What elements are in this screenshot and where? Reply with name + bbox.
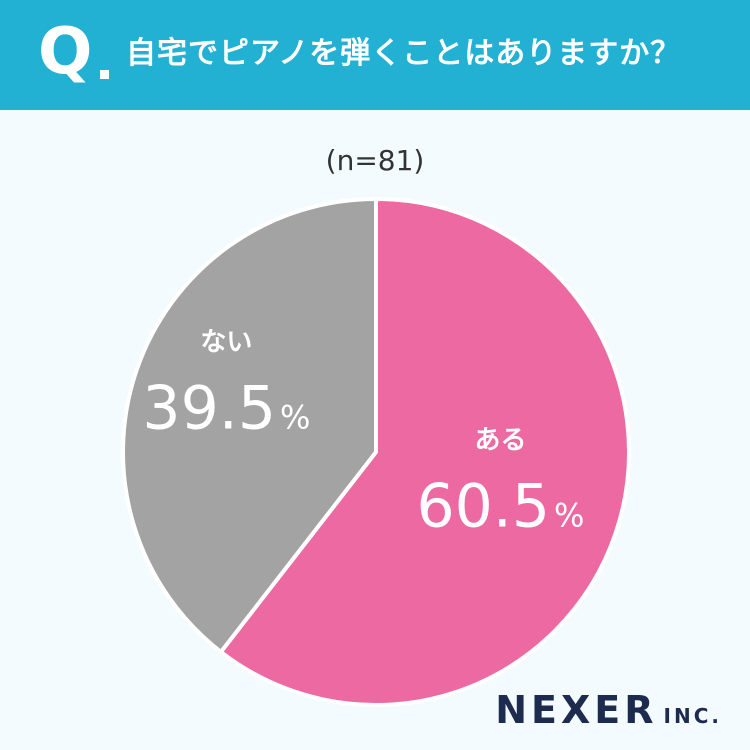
slice-value-label: 39.5% xyxy=(142,374,310,444)
brand-logo: NEXER INC. xyxy=(495,690,722,736)
slice-value-label: 60.5% xyxy=(416,472,584,542)
slice-value-unit: % xyxy=(280,399,310,437)
slice-value-number: 39.5 xyxy=(142,374,276,444)
pie-slice-2 xyxy=(121,197,378,654)
slice-value-unit: % xyxy=(554,497,584,535)
sample-size-label: (n=81) xyxy=(325,144,425,177)
q-dot-icon xyxy=(100,70,109,79)
brand-suffix: INC. xyxy=(663,704,722,728)
slice-category-label: ある xyxy=(474,426,526,456)
pie-slice-1 xyxy=(218,197,631,707)
pie-labels: ある 60.5 % ない 39.5% xyxy=(142,328,584,542)
slice-value-number: 60.5 xyxy=(416,472,550,542)
question-text: 自宅でピアノを弾くことはありますか？ xyxy=(126,36,682,71)
q-icon: Q xyxy=(38,15,93,89)
question-header: Q 自宅でピアノを弾くことはありますか？ xyxy=(0,0,750,110)
brand-name: NEXER xyxy=(495,688,658,732)
slice-category-label: ない xyxy=(200,328,252,358)
